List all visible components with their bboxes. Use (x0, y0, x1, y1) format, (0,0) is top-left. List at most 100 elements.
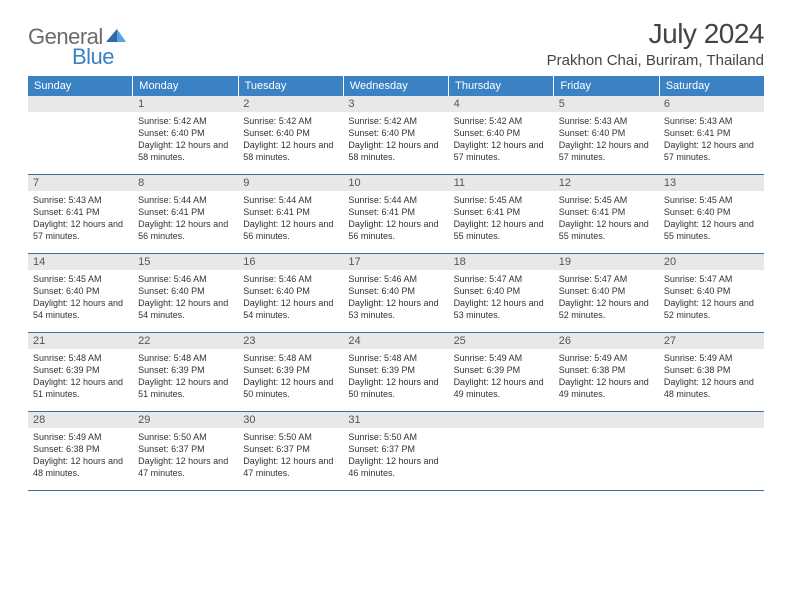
day-header-row: SundayMondayTuesdayWednesdayThursdayFrid… (28, 76, 764, 96)
cell-body: Sunrise: 5:47 AMSunset: 6:40 PMDaylight:… (659, 270, 764, 332)
daylight-text: Daylight: 12 hours and 54 minutes. (138, 297, 233, 321)
calendar: SundayMondayTuesdayWednesdayThursdayFrid… (28, 76, 764, 491)
sunrise-text: Sunrise: 5:49 AM (559, 352, 654, 364)
cell-body: Sunrise: 5:49 AMSunset: 6:38 PMDaylight:… (659, 349, 764, 411)
cell-body: Sunrise: 5:48 AMSunset: 6:39 PMDaylight:… (28, 349, 133, 411)
sunrise-text: Sunrise: 5:47 AM (664, 273, 759, 285)
cell-body: Sunrise: 5:45 AMSunset: 6:41 PMDaylight:… (449, 191, 554, 253)
week-row: 28Sunrise: 5:49 AMSunset: 6:38 PMDayligh… (28, 412, 764, 491)
daylight-text: Daylight: 12 hours and 54 minutes. (33, 297, 128, 321)
sunset-text: Sunset: 6:40 PM (664, 285, 759, 297)
sunrise-text: Sunrise: 5:50 AM (138, 431, 233, 443)
day-number: 21 (28, 333, 133, 349)
day-number: 11 (449, 175, 554, 191)
daylight-text: Daylight: 12 hours and 57 minutes. (33, 218, 128, 242)
sunset-text: Sunset: 6:40 PM (138, 285, 233, 297)
day-number: 4 (449, 96, 554, 112)
week-row: 7Sunrise: 5:43 AMSunset: 6:41 PMDaylight… (28, 175, 764, 254)
calendar-cell: 17Sunrise: 5:46 AMSunset: 6:40 PMDayligh… (343, 254, 448, 332)
sunrise-text: Sunrise: 5:43 AM (559, 115, 654, 127)
sunset-text: Sunset: 6:39 PM (138, 364, 233, 376)
week-row: 21Sunrise: 5:48 AMSunset: 6:39 PMDayligh… (28, 333, 764, 412)
calendar-cell: 23Sunrise: 5:48 AMSunset: 6:39 PMDayligh… (238, 333, 343, 411)
daylight-text: Daylight: 12 hours and 52 minutes. (559, 297, 654, 321)
sunset-text: Sunset: 6:41 PM (664, 127, 759, 139)
daylight-text: Daylight: 12 hours and 49 minutes. (454, 376, 549, 400)
sunrise-text: Sunrise: 5:48 AM (243, 352, 338, 364)
cell-body: Sunrise: 5:50 AMSunset: 6:37 PMDaylight:… (343, 428, 448, 490)
calendar-cell: 19Sunrise: 5:47 AMSunset: 6:40 PMDayligh… (554, 254, 659, 332)
cell-body: Sunrise: 5:50 AMSunset: 6:37 PMDaylight:… (238, 428, 343, 490)
sunrise-text: Sunrise: 5:50 AM (348, 431, 443, 443)
month-title: July 2024 (547, 18, 764, 50)
daylight-text: Daylight: 12 hours and 53 minutes. (348, 297, 443, 321)
day-number: 8 (133, 175, 238, 191)
calendar-cell: 1Sunrise: 5:42 AMSunset: 6:40 PMDaylight… (133, 96, 238, 174)
sunset-text: Sunset: 6:40 PM (559, 285, 654, 297)
cell-body: Sunrise: 5:44 AMSunset: 6:41 PMDaylight:… (133, 191, 238, 253)
day-number: 20 (659, 254, 764, 270)
cell-body: Sunrise: 5:46 AMSunset: 6:40 PMDaylight:… (343, 270, 448, 332)
cell-body: Sunrise: 5:43 AMSunset: 6:40 PMDaylight:… (554, 112, 659, 174)
day-number: 15 (133, 254, 238, 270)
sunset-text: Sunset: 6:41 PM (348, 206, 443, 218)
sunrise-text: Sunrise: 5:44 AM (348, 194, 443, 206)
calendar-cell: 6 Sunrise: 5:43 AMSunset: 6:41 PMDaylight… (659, 96, 764, 174)
day-number: 1 (133, 96, 238, 112)
cell-body: Sunrise: 5:46 AMSunset: 6:40 PMDaylight:… (238, 270, 343, 332)
week-row: 1Sunrise: 5:42 AMSunset: 6:40 PMDaylight… (28, 96, 764, 175)
calendar-cell: 8Sunrise: 5:44 AMSunset: 6:41 PMDaylight… (133, 175, 238, 253)
day-number: 6 (659, 96, 764, 112)
day-header: Sunday (28, 76, 133, 96)
day-number: 26 (554, 333, 659, 349)
day-number (659, 412, 764, 428)
cell-body: Sunrise: 5:50 AMSunset: 6:37 PMDaylight:… (133, 428, 238, 490)
daylight-text: Daylight: 12 hours and 46 minutes. (348, 455, 443, 479)
daylight-text: Daylight: 12 hours and 55 minutes. (559, 218, 654, 242)
cell-body: Sunrise: 5:49 AMSunset: 6:38 PMDaylight:… (28, 428, 133, 490)
calendar-cell: 10Sunrise: 5:44 AMSunset: 6:41 PMDayligh… (343, 175, 448, 253)
cell-body: Sunrise: 5:42 AMSunset: 6:40 PMDaylight:… (133, 112, 238, 174)
day-number: 28 (28, 412, 133, 428)
calendar-cell: 24Sunrise: 5:48 AMSunset: 6:39 PMDayligh… (343, 333, 448, 411)
cell-body: Sunrise: 5:42 AMSunset: 6:40 PMDaylight:… (238, 112, 343, 174)
sunset-text: Sunset: 6:40 PM (454, 127, 549, 139)
calendar-cell: 28Sunrise: 5:49 AMSunset: 6:38 PMDayligh… (28, 412, 133, 490)
day-header: Thursday (449, 76, 554, 96)
cell-body: Sunrise: 5:48 AMSunset: 6:39 PMDaylight:… (133, 349, 238, 411)
sunset-text: Sunset: 6:40 PM (138, 127, 233, 139)
calendar-cell: 11Sunrise: 5:45 AMSunset: 6:41 PMDayligh… (449, 175, 554, 253)
calendar-cell (554, 412, 659, 490)
daylight-text: Daylight: 12 hours and 52 minutes. (664, 297, 759, 321)
sunrise-text: Sunrise: 5:45 AM (559, 194, 654, 206)
cell-body: Sunrise: 5:45 AMSunset: 6:40 PMDaylight:… (28, 270, 133, 332)
cell-body: Sunrise: 5:45 AMSunset: 6:40 PMDaylight:… (659, 191, 764, 253)
day-number: 23 (238, 333, 343, 349)
calendar-cell (659, 412, 764, 490)
cell-body: Sunrise: 5:42 AMSunset: 6:40 PMDaylight:… (449, 112, 554, 174)
sunset-text: Sunset: 6:37 PM (348, 443, 443, 455)
sunrise-text: Sunrise: 5:46 AM (138, 273, 233, 285)
sunrise-text: Sunrise: 5:48 AM (348, 352, 443, 364)
sunset-text: Sunset: 6:41 PM (138, 206, 233, 218)
day-number (554, 412, 659, 428)
daylight-text: Daylight: 12 hours and 57 minutes. (664, 139, 759, 163)
daylight-text: Daylight: 12 hours and 56 minutes. (243, 218, 338, 242)
sunrise-text: Sunrise: 5:44 AM (243, 194, 338, 206)
daylight-text: Daylight: 12 hours and 54 minutes. (243, 297, 338, 321)
day-number: 24 (343, 333, 448, 349)
week-row: 14Sunrise: 5:45 AMSunset: 6:40 PMDayligh… (28, 254, 764, 333)
calendar-cell: 18Sunrise: 5:47 AMSunset: 6:40 PMDayligh… (449, 254, 554, 332)
cell-body: Sunrise: 5:44 AMSunset: 6:41 PMDaylight:… (343, 191, 448, 253)
calendar-cell: 14Sunrise: 5:45 AMSunset: 6:40 PMDayligh… (28, 254, 133, 332)
calendar-cell: 13Sunrise: 5:45 AMSunset: 6:40 PMDayligh… (659, 175, 764, 253)
daylight-text: Daylight: 12 hours and 51 minutes. (33, 376, 128, 400)
cell-body: Sunrise: 5:42 AMSunset: 6:40 PMDaylight:… (343, 112, 448, 174)
sunset-text: Sunset: 6:40 PM (348, 285, 443, 297)
calendar-cell (449, 412, 554, 490)
calendar-cell: 12Sunrise: 5:45 AMSunset: 6:41 PMDayligh… (554, 175, 659, 253)
sunrise-text: Sunrise: 5:42 AM (243, 115, 338, 127)
sunrise-text: Sunrise: 5:43 AM (664, 115, 759, 127)
day-number: 3 (343, 96, 448, 112)
calendar-cell: 31Sunrise: 5:50 AMSunset: 6:37 PMDayligh… (343, 412, 448, 490)
